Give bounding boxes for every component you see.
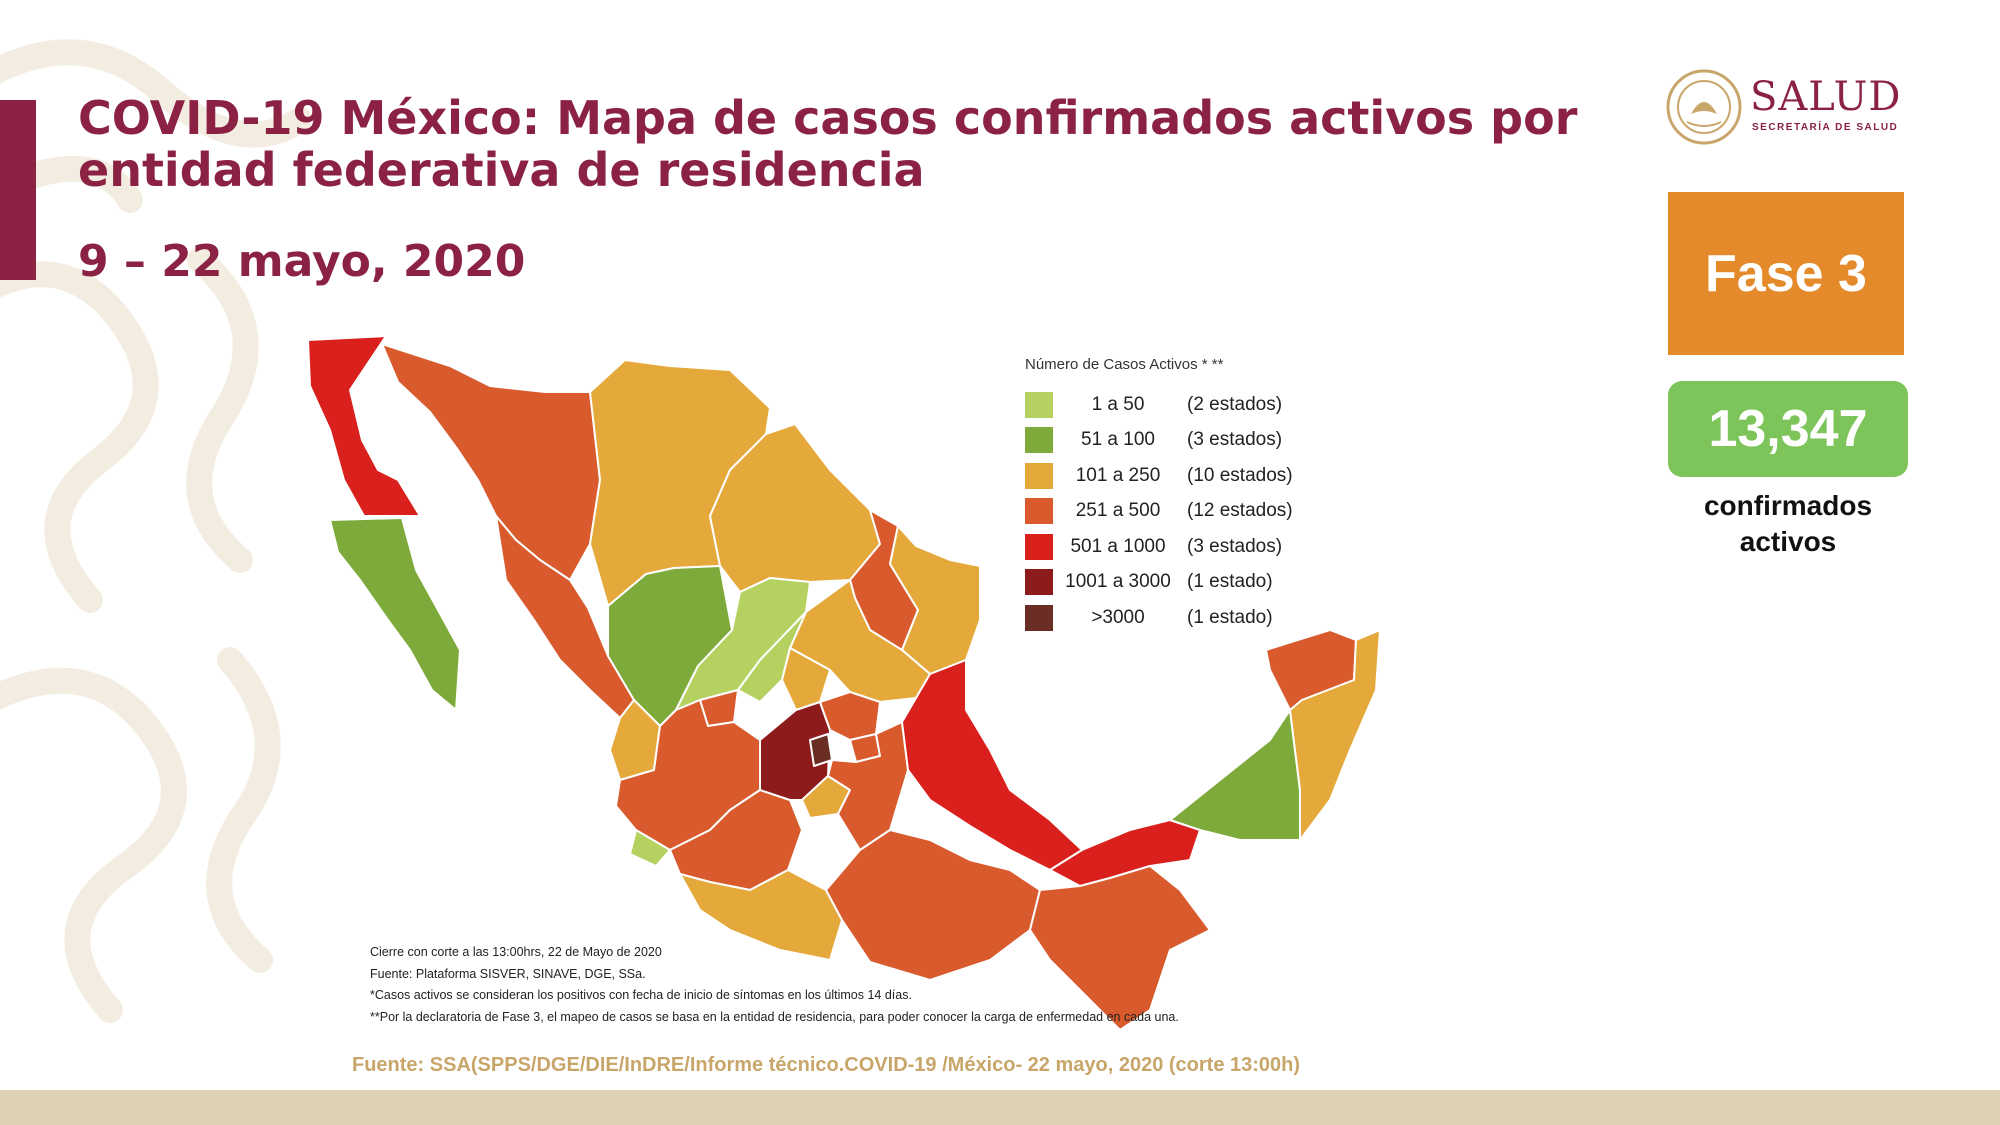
footnote: *Casos activos se consideran los positiv… (370, 988, 912, 1002)
salud-logo: SALUD SECRETARÍA DE SALUD (1665, 68, 1915, 148)
legend-range: 501 a 1000 (1070, 535, 1166, 557)
page-title: COVID-19 México: Mapa de casos confirmad… (78, 91, 1578, 197)
state-queretaro (781, 647, 831, 711)
phase-badge: Fase 3 (1668, 192, 1904, 355)
footnotes: Cierre con corte a las 13:00hrs, 22 de M… (370, 942, 1179, 1028)
legend-count: (3 estados) (1187, 535, 1283, 557)
legend-swatch (1025, 498, 1053, 525)
legend-swatch (1025, 569, 1053, 596)
legend-range: >3000 (1091, 606, 1145, 628)
legend-item: 251 a 500 (12 estados) (1025, 494, 1355, 530)
legend-item: 51 a 100 (3 estados) (1025, 423, 1355, 459)
state-campeche (1169, 709, 1301, 841)
background-pattern (0, 39, 310, 1023)
footnote: Fuente: Plataforma SISVER, SINAVE, DGE, … (370, 966, 646, 981)
state-baja-california-sur (329, 517, 461, 711)
legend-swatch (1025, 391, 1053, 418)
legend-count: (3 estados) (1187, 429, 1283, 451)
logo-name: SALUD (1750, 74, 1902, 120)
legend-range: 101 a 250 (1075, 464, 1161, 486)
footnote: **Por la declaratoria de Fase 3, el mape… (370, 1009, 1179, 1024)
map-legend: Número de Casos Activos * ** 1 a 50 (2 e… (1025, 356, 1355, 636)
legend-item: 501 a 1000 (3 estados) (1025, 529, 1355, 565)
mexico-states-map (307, 335, 1381, 1030)
footnote: Cierre con corte a las 13:00hrs, 22 de M… (370, 945, 662, 959)
legend-swatch (1025, 427, 1053, 454)
legend-range: 51 a 100 (1081, 429, 1155, 451)
legend-count: (10 estados) (1187, 464, 1293, 486)
legend-item: 101 a 250 (10 estados) (1025, 458, 1355, 494)
state-colima (629, 829, 671, 867)
legend-title: Número de Casos Activos * ** (1025, 356, 1224, 373)
state-chiapas (1029, 865, 1211, 1030)
state-veracruz (901, 659, 1083, 871)
active-cases-count: 13,347 (1668, 381, 1908, 477)
state-sonora (381, 343, 601, 581)
bottom-bar (0, 1090, 2000, 1125)
legend-item: >3000 (1 estado) (1025, 600, 1355, 636)
state-quintana-roo (1289, 629, 1381, 841)
legend-swatch (1025, 533, 1053, 560)
state-baja-california (307, 335, 421, 517)
legend-swatch (1025, 462, 1053, 489)
legend-count: (1 estado) (1187, 571, 1273, 593)
legend-item: 1001 a 3000 (1 estado) (1025, 565, 1355, 601)
legend-count: (12 estados) (1187, 500, 1293, 522)
logo-subtitle: SECRETARÍA DE SALUD (1752, 122, 1899, 133)
legend-count: (1 estado) (1187, 606, 1273, 628)
legend-count: (2 estados) (1187, 393, 1283, 415)
legend-swatch (1025, 604, 1053, 631)
accent-bar (0, 100, 36, 280)
legend-item: 1 a 50 (2 estados) (1025, 387, 1355, 423)
legend-range: 251 a 500 (1075, 500, 1161, 522)
coat-of-arms-icon (1666, 69, 1742, 145)
legend-range: 1 a 50 (1091, 393, 1145, 415)
state-ciudad-de-mexico (809, 733, 833, 767)
active-cases-label: confirmados activos (1703, 490, 1873, 557)
state-oaxaca (825, 829, 1041, 981)
legend-range: 1001 a 3000 (1065, 571, 1171, 593)
date-range: 9 – 22 mayo, 2020 (78, 236, 526, 287)
source-footer: Fuente: SSA(SPPS/DGE/DIE/InDRE/Informe t… (352, 1054, 1301, 1076)
